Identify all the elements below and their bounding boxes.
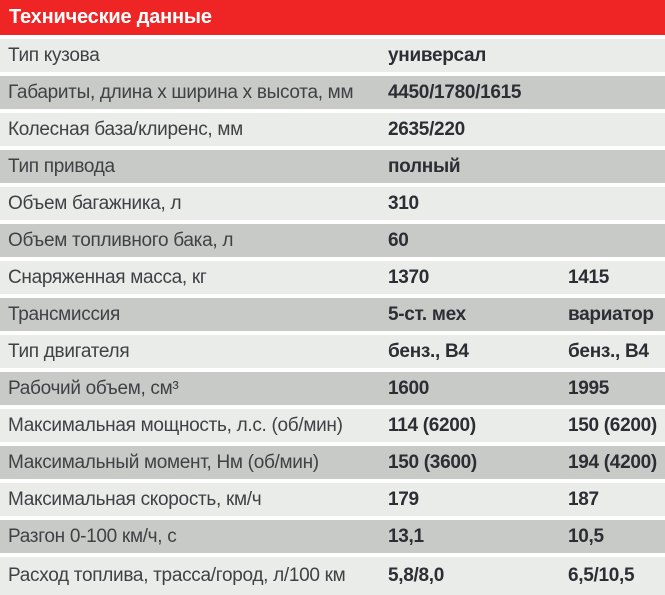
spec-label: Тип привода — [8, 155, 115, 177]
spec-value-2: 150 (6200) — [568, 414, 657, 436]
spec-value-2: вариатор — [568, 303, 654, 325]
table-row: Трансмиссия 5-ст. мех вариатор — [0, 298, 665, 331]
table-row: Габариты, длина х ширина х высота, мм 44… — [0, 76, 665, 109]
table-row: Максимальная мощность, л.с. (об/мин) 114… — [0, 409, 665, 442]
table-row: Разгон 0-100 км/ч, с 13,1 10,5 — [0, 520, 665, 553]
spec-label: Колесная база/клиренс, мм — [8, 118, 243, 140]
table-row: Объем топливного бака, л 60 — [0, 224, 665, 257]
spec-value-1: 5,8/8,0 — [388, 565, 445, 586]
spec-label: Объем топливного бака, л — [8, 229, 234, 251]
spec-value-2: бенз., В4 — [568, 340, 649, 362]
spec-value-1: 4450/1780/1615 — [388, 81, 522, 103]
spec-label: Снаряженная масса, кг — [8, 266, 207, 288]
spec-value-1: 179 — [388, 488, 419, 510]
table-title: Технические данные — [9, 6, 212, 28]
spec-rows: Тип кузова универсал Габариты, длина х ш… — [0, 39, 665, 595]
table-row: Колесная база/клиренс, мм 2635/220 — [0, 113, 665, 146]
spec-value-1: 13,1 — [388, 525, 424, 547]
spec-label: Тип кузова — [8, 44, 100, 66]
table-row: Рабочий объем, см³ 1600 1995 — [0, 372, 665, 405]
spec-label: Рабочий объем, см³ — [8, 377, 179, 399]
spec-label: Разгон 0-100 км/ч, с — [8, 525, 177, 547]
spec-label: Максимальная мощность, л.с. (об/мин) — [8, 414, 343, 436]
table-row: Тип кузова универсал — [0, 39, 665, 72]
spec-value-2: 187 — [568, 488, 599, 510]
table-row: Максимальный момент, Нм (об/мин) 150 (36… — [0, 446, 665, 479]
spec-value-1: универсал — [388, 44, 487, 66]
spec-value-1: 5-ст. мех — [388, 303, 466, 325]
spec-value-1: 1370 — [388, 266, 430, 288]
spec-value-1: 310 — [388, 192, 419, 214]
table-row: Снаряженная масса, кг 1370 1415 — [0, 261, 665, 294]
spec-value-1: полный — [388, 155, 461, 177]
spec-value-1: 60 — [388, 229, 409, 251]
spec-label: Максимальная скорость, км/ч — [8, 488, 262, 510]
spec-label: Расход топлива, трасса/город, л/100 км — [8, 565, 346, 586]
table-row: Тип привода полный — [0, 150, 665, 183]
spec-value-2: 1415 — [568, 266, 610, 288]
table-row: Максимальная скорость, км/ч 179 187 — [0, 483, 665, 516]
spec-value-1: 150 (3600) — [388, 451, 477, 473]
table-title-bar: Технические данные — [0, 0, 665, 35]
spec-value-2: 6,5/10,5 — [568, 565, 635, 586]
spec-value-2: 1995 — [568, 377, 610, 399]
spec-value-1: 2635/220 — [388, 118, 465, 140]
spec-value-1: бенз., В4 — [388, 340, 469, 362]
table-row: Расход топлива, трасса/город, л/100 км 5… — [0, 557, 665, 595]
spec-label: Трансмиссия — [8, 303, 120, 325]
spec-value-2: 10,5 — [568, 525, 604, 547]
table-row: Объем багажника, л 310 — [0, 187, 665, 220]
spec-label: Максимальный момент, Нм (об/мин) — [8, 451, 319, 473]
table-row: Тип двигателя бенз., В4 бенз., В4 — [0, 335, 665, 368]
spec-label: Объем багажника, л — [8, 192, 182, 214]
spec-value-1: 1600 — [388, 377, 430, 399]
spec-value-1: 114 (6200) — [388, 414, 476, 436]
spec-label: Тип двигателя — [8, 340, 130, 362]
spec-label: Габариты, длина х ширина х высота, мм — [8, 81, 354, 103]
spec-value-2: 194 (4200) — [568, 451, 657, 473]
